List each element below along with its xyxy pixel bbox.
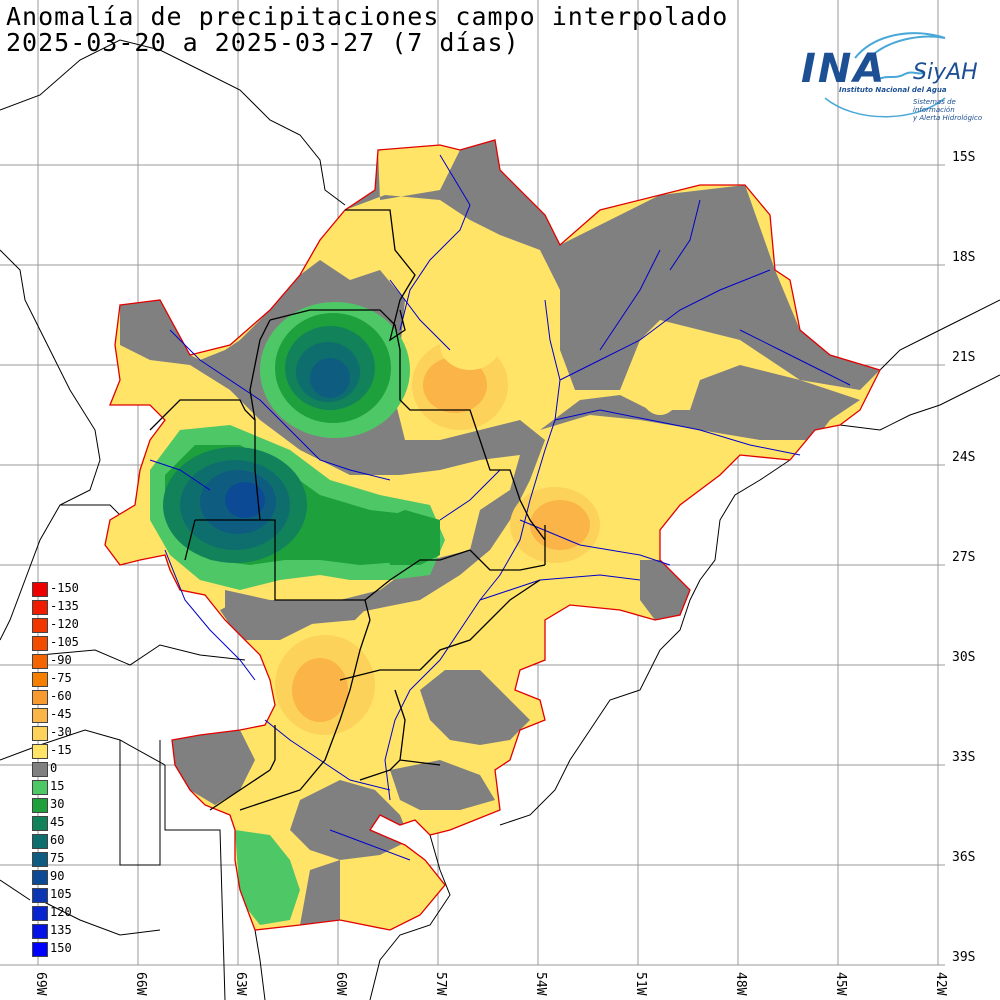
legend-swatch — [32, 762, 48, 777]
legend-item: -45 — [30, 706, 90, 723]
legend-item: -150 — [30, 580, 90, 597]
legend-swatch — [32, 618, 48, 633]
legend-swatch — [32, 708, 48, 723]
legend-item: 45 — [30, 814, 90, 831]
legend-label: -150 — [50, 581, 79, 595]
lat-label: 18S — [950, 250, 978, 265]
logo-tagline: Sistemas de información y Alerta Hidroló… — [913, 98, 995, 122]
legend-swatch — [32, 870, 48, 885]
lat-label: 30S — [950, 650, 978, 665]
legend-swatch — [32, 744, 48, 759]
legend-item: -60 — [30, 688, 90, 705]
lat-label: 21S — [950, 350, 978, 365]
legend-label: -30 — [50, 725, 72, 739]
legend-item: 120 — [30, 904, 90, 921]
lon-label: 48W — [733, 972, 748, 996]
country-borders — [0, 39, 1000, 1000]
legend-swatch — [32, 636, 48, 651]
legend-label: -60 — [50, 689, 72, 703]
map-title: Anomalía de precipitaciones campo interp… — [6, 2, 729, 31]
legend-item: 60 — [30, 832, 90, 849]
legend-swatch — [32, 582, 48, 597]
legend-item: 15 — [30, 778, 90, 795]
rivers — [149, 154, 851, 861]
lon-label: 63W — [233, 972, 248, 996]
legend-label: 75 — [50, 851, 65, 865]
legend-swatch — [32, 834, 48, 849]
legend-swatch — [32, 780, 48, 795]
legend-swatch — [32, 942, 48, 957]
legend-item: -75 — [30, 670, 90, 687]
legend-label: 135 — [50, 923, 72, 937]
legend-item: -105 — [30, 634, 90, 651]
legend-label: -105 — [50, 635, 79, 649]
basin-boundary — [104, 139, 881, 931]
legend-label: 15 — [50, 779, 65, 793]
lon-label: 42W — [933, 972, 948, 996]
legend-item: -120 — [30, 616, 90, 633]
legend-label: 0 — [50, 761, 58, 775]
lon-label: 57W — [433, 972, 448, 996]
legend-item: 75 — [30, 850, 90, 867]
logo-swoosh-icon — [824, 32, 946, 118]
legend-item: 105 — [30, 886, 90, 903]
legend-label: 60 — [50, 833, 65, 847]
lat-label: 24S — [950, 450, 978, 465]
legend-item: 90 — [30, 868, 90, 885]
legend-item: -135 — [30, 598, 90, 615]
lat-label: 27S — [950, 550, 978, 565]
legend-label: 150 — [50, 941, 72, 955]
lon-label: 60W — [333, 972, 348, 996]
map-date-range: 2025-03-20 a 2025-03-27 (7 días) — [6, 28, 520, 57]
lat-label: 33S — [950, 750, 978, 765]
lon-label: 66W — [133, 972, 148, 996]
lon-label: 45W — [833, 972, 848, 996]
legend-label: -120 — [50, 617, 79, 631]
legend-label: 105 — [50, 887, 72, 901]
lat-label: 36S — [950, 850, 978, 865]
logo-tagline-line2: y Alerta Hidrológico — [913, 114, 983, 122]
logo-tagline-line1: Sistemas de información — [913, 98, 956, 114]
legend-swatch — [32, 600, 48, 615]
legend-label: 90 — [50, 869, 65, 883]
legend-item: 30 — [30, 796, 90, 813]
logo-ina-text: INA — [801, 46, 887, 92]
lon-label: 51W — [633, 972, 648, 996]
legend-item: -30 — [30, 724, 90, 741]
logo-siyah-text: SiyAH — [913, 60, 978, 85]
legend-label: 120 — [50, 905, 72, 919]
lon-label: 54W — [533, 972, 548, 996]
legend-swatch — [32, 906, 48, 921]
legend-item: -15 — [30, 742, 90, 759]
legend-swatch — [32, 798, 48, 813]
legend-swatch — [32, 816, 48, 831]
legend-label: -135 — [50, 599, 79, 613]
legend-swatch — [32, 852, 48, 867]
legend-label: 30 — [50, 797, 65, 811]
legend-swatch — [32, 924, 48, 939]
legend-label: -45 — [50, 707, 72, 721]
legend-swatch — [32, 654, 48, 669]
legend-label: -15 — [50, 743, 72, 757]
legend-item: 0 — [30, 760, 90, 777]
legend-swatch — [32, 672, 48, 687]
ina-siyah-logo: INA SiyAH Instituto Nacional del Agua Si… — [795, 28, 995, 128]
legend-label: -75 — [50, 671, 72, 685]
lat-label: 15S — [950, 150, 978, 165]
legend-swatch — [32, 726, 48, 741]
legend-swatch — [32, 690, 48, 705]
lon-label: 69W — [33, 972, 48, 996]
legend-item: -90 — [30, 652, 90, 669]
legend-swatch — [32, 888, 48, 903]
legend-item: 135 — [30, 922, 90, 939]
legend-item: 150 — [30, 940, 90, 957]
political-borders — [149, 209, 546, 811]
lat-label: 39S — [950, 950, 978, 965]
logo-subtitle: Instituto Nacional del Agua — [839, 86, 947, 94]
legend-label: 45 — [50, 815, 65, 829]
legend-label: -90 — [50, 653, 72, 667]
